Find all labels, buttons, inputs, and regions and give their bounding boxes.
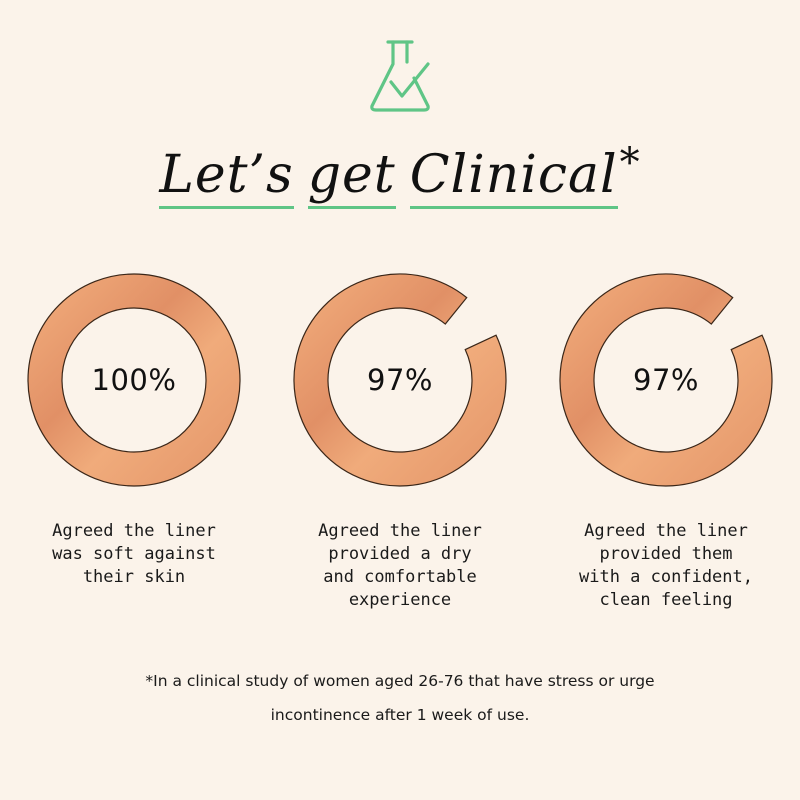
page-title: Let’s get Clinical* <box>0 140 800 210</box>
title-word-1: Let’s <box>159 144 294 209</box>
donut-segment-2 <box>293 273 507 487</box>
donut-chart-3: 97% <box>558 272 774 488</box>
footnote: *In a clinical study of women aged 26-76… <box>145 672 655 724</box>
donut-segment-1 <box>27 273 241 487</box>
flask-check-icon <box>366 38 436 114</box>
caption-3: Agreed the liner provided them with a co… <box>579 521 753 610</box>
donut-value-3: 97% <box>633 363 699 397</box>
title-word-3: Clinical <box>409 144 618 209</box>
title-word-2: get <box>307 144 396 209</box>
donut-value-2: 97% <box>367 363 433 397</box>
title-asterisk: * <box>619 140 641 186</box>
donut-chart-2: 97% <box>292 272 508 488</box>
caption-2: Agreed the liner provided a dry and comf… <box>318 521 482 610</box>
donut-value-1: 100% <box>91 363 177 397</box>
donut-chart-1: 100% <box>26 272 242 488</box>
caption-1: Agreed the liner was soft against their … <box>52 521 216 587</box>
donut-segment-3 <box>559 273 773 487</box>
